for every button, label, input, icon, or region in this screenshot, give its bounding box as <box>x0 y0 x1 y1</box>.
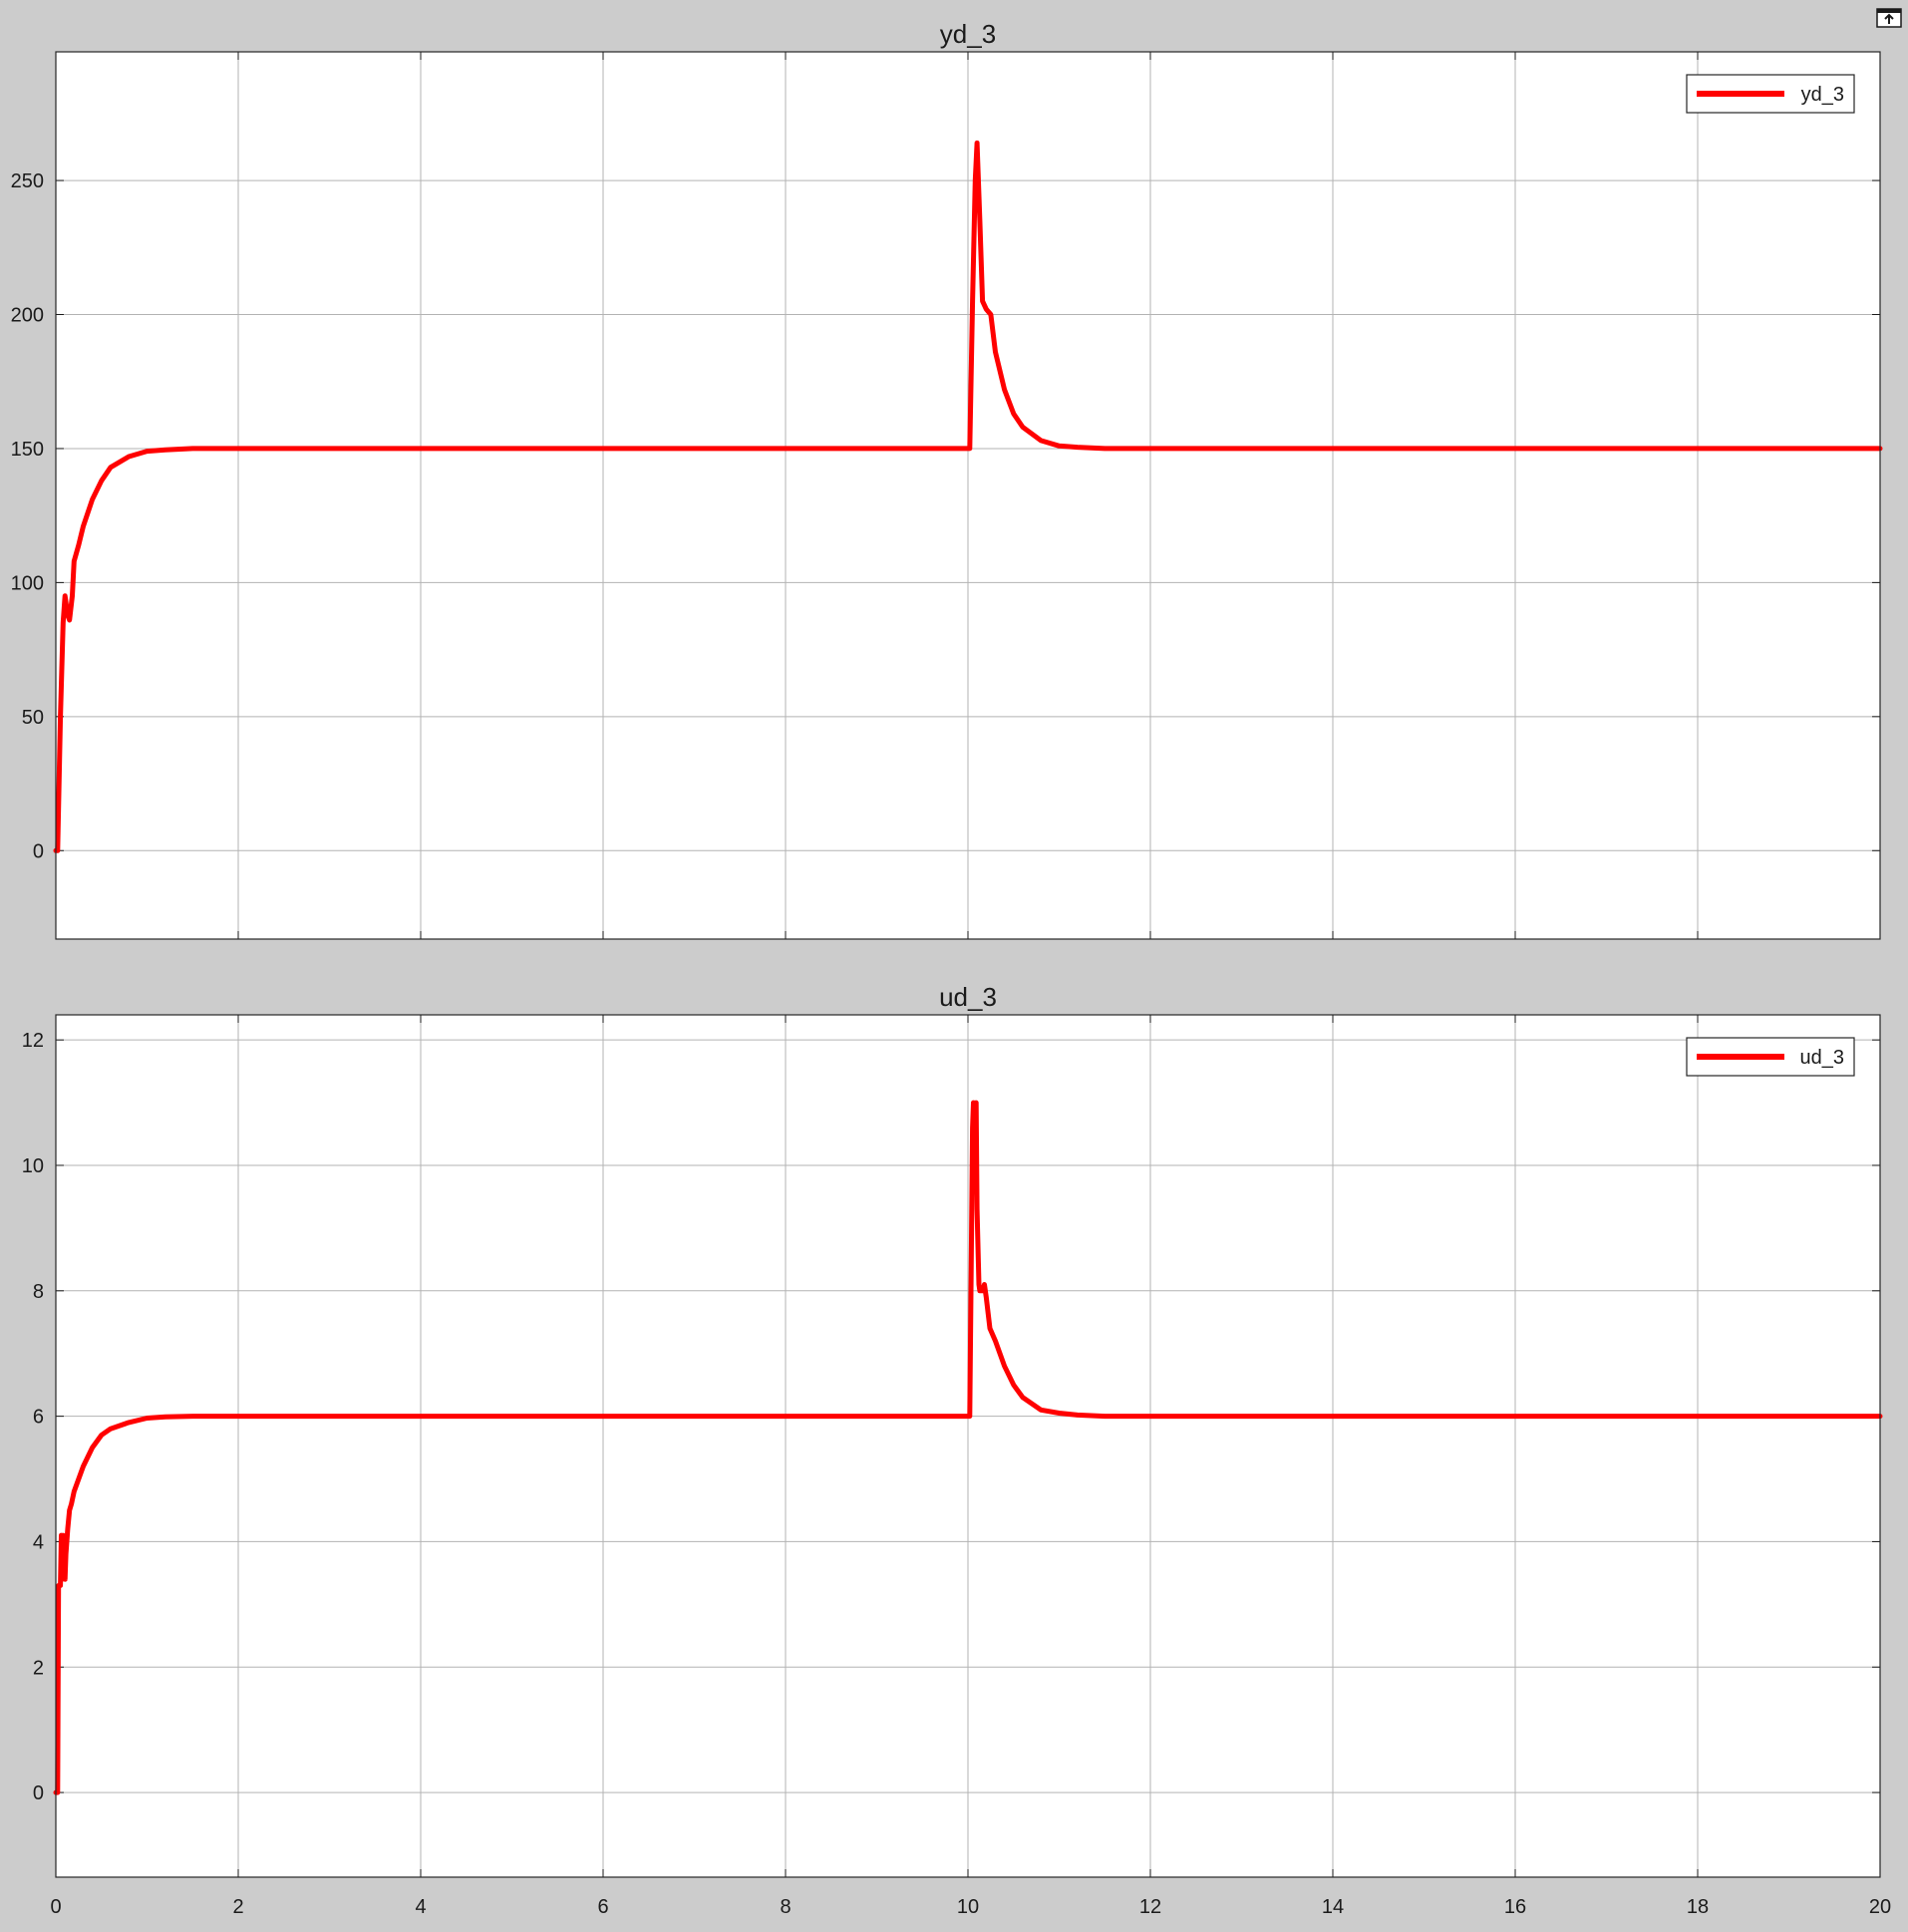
y-tick-label: 200 <box>11 305 44 327</box>
x-tick-label: 6 <box>597 1896 608 1918</box>
x-tick-label: 18 <box>1687 1896 1709 1918</box>
x-tick-label: 16 <box>1504 1896 1526 1918</box>
undock-icon[interactable] <box>1876 8 1902 28</box>
x-tick-label: 8 <box>780 1896 791 1918</box>
y-tick-label: 8 <box>33 1281 44 1303</box>
x-tick-label: 0 <box>50 1896 61 1918</box>
x-tick-label: 2 <box>232 1896 243 1918</box>
y-tick-label: 50 <box>22 707 44 729</box>
axes-frame <box>55 1014 1881 1878</box>
x-tick-label: 4 <box>415 1896 426 1918</box>
axes-frame <box>55 51 1881 940</box>
chart-title: yd_3 <box>940 19 996 49</box>
y-tick-label: 10 <box>22 1155 44 1177</box>
x-tick-label: 12 <box>1139 1896 1161 1918</box>
y-tick-label: 2 <box>33 1657 44 1679</box>
y-tick-label: 6 <box>33 1407 44 1429</box>
y-tick-label: 150 <box>11 439 44 461</box>
y-tick-label: 12 <box>22 1030 44 1052</box>
series-line-ud_3 <box>53 1100 1883 1795</box>
x-tick-label: 10 <box>957 1896 979 1918</box>
legend-label: ud_3 <box>1800 1047 1845 1069</box>
y-tick-label: 0 <box>33 1782 44 1804</box>
legend-label: yd_3 <box>1801 84 1844 106</box>
y-tick-label: 100 <box>11 572 44 594</box>
y-tick-label: 0 <box>33 840 44 862</box>
series-line-yd_3 <box>53 140 1883 853</box>
legend: ud_3 <box>1686 1037 1855 1077</box>
y-tick-label: 4 <box>33 1531 44 1553</box>
x-tick-label: 14 <box>1322 1896 1344 1918</box>
legend: yd_3 <box>1686 74 1855 114</box>
axes-ud_3: ud_3 0 2 4 6 8 10 12 14 16 18 20 0 2 4 6 8 10 12 ud_3 <box>22 982 1891 1918</box>
chart-title: ud_3 <box>939 982 997 1012</box>
x-tick-label: 20 <box>1869 1896 1891 1918</box>
axes-yd_3: yd_3 0 50 100 150 200 250 yd_3 <box>11 19 1883 940</box>
y-tick-label: 250 <box>11 170 44 192</box>
